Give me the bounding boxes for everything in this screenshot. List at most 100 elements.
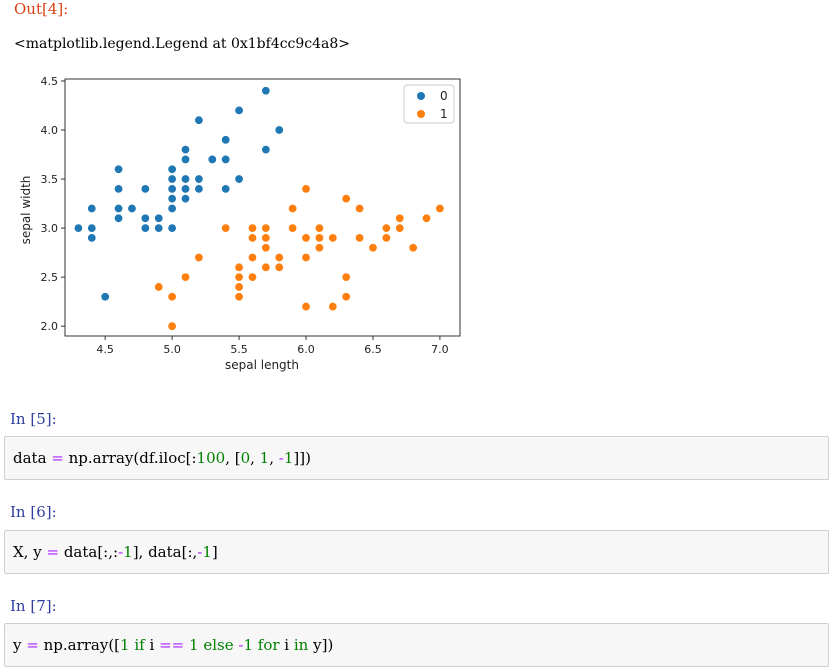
data-points (73, 86, 445, 331)
data-point-class-0 (167, 184, 177, 194)
code-cell-7[interactable]: y = np.array([1 if i == 1 else -1 for i … (4, 623, 829, 667)
code-cell-6[interactable]: X, y = data[:,:-1], data[:,-1] (4, 530, 829, 574)
data-point-class-1 (234, 282, 244, 292)
data-point-class-1 (314, 223, 324, 233)
y-tick-label: 4.0 (41, 124, 59, 137)
data-point-class-0 (114, 164, 124, 174)
data-point-class-0 (221, 184, 231, 194)
legend: 0 1 (403, 84, 455, 124)
data-point-class-0 (114, 203, 124, 213)
x-tick-label: 7.0 (431, 343, 449, 356)
data-point-class-1 (381, 223, 391, 233)
data-point-class-0 (87, 223, 97, 233)
data-point-class-1 (181, 272, 191, 282)
data-point-class-1 (341, 194, 351, 204)
data-point-class-0 (234, 174, 244, 184)
data-point-class-1 (314, 243, 324, 253)
legend-marker-1 (417, 110, 425, 118)
data-point-class-0 (194, 184, 204, 194)
data-point-class-1 (194, 253, 204, 263)
x-tick-label: 4.5 (96, 343, 114, 356)
in5-prompt: In [5]: (10, 410, 57, 428)
data-point-class-0 (73, 223, 83, 233)
code-line-7[interactable]: y = np.array([1 if i == 1 else -1 for i … (13, 636, 334, 654)
data-point-class-0 (114, 213, 124, 223)
code-line-6[interactable]: X, y = data[:,:-1], data[:,-1] (13, 543, 218, 561)
data-point-class-0 (207, 154, 217, 164)
data-point-class-0 (181, 184, 191, 194)
data-point-class-0 (181, 145, 191, 155)
data-point-class-0 (274, 125, 284, 135)
data-point-class-0 (100, 292, 110, 302)
x-axis-label: sepal length (225, 358, 299, 372)
legend-marker-0 (417, 92, 425, 100)
data-point-class-0 (140, 223, 150, 233)
data-point-class-1 (395, 213, 405, 223)
x-tick-label: 5.0 (163, 343, 181, 356)
legend-label-1: 1 (440, 107, 448, 121)
in7-prompt: In [7]: (10, 597, 57, 615)
data-point-class-0 (181, 174, 191, 184)
plot-area (64, 78, 461, 337)
data-point-class-1 (234, 292, 244, 302)
data-point-class-1 (167, 292, 177, 302)
data-point-class-0 (221, 135, 231, 145)
code-cell-5[interactable]: data = np.array(df.iloc[:100, [0, 1, -1]… (4, 436, 829, 480)
data-point-class-1 (274, 262, 284, 272)
data-point-class-1 (422, 213, 432, 223)
data-point-class-1 (381, 233, 391, 243)
data-point-class-0 (194, 115, 204, 125)
data-point-class-0 (234, 105, 244, 115)
data-point-class-0 (181, 154, 191, 164)
data-point-class-1 (274, 253, 284, 263)
y-tick-label: 3.5 (41, 173, 59, 186)
data-point-class-1 (301, 302, 311, 312)
y-axis-label: sepal width (19, 176, 33, 245)
data-point-class-0 (261, 86, 271, 96)
data-point-class-0 (261, 145, 271, 155)
data-point-class-1 (234, 272, 244, 282)
data-point-class-0 (167, 223, 177, 233)
data-point-class-0 (167, 194, 177, 204)
x-tick-label: 5.5 (230, 343, 248, 356)
data-point-class-1 (355, 203, 365, 213)
data-point-class-1 (341, 272, 351, 282)
in6-prompt: In [6]: (10, 503, 57, 521)
data-point-class-1 (328, 302, 338, 312)
data-point-class-0 (167, 164, 177, 174)
data-point-class-0 (140, 184, 150, 194)
data-point-class-1 (261, 262, 271, 272)
data-point-class-1 (261, 223, 271, 233)
data-point-class-0 (114, 184, 124, 194)
data-point-class-0 (154, 213, 164, 223)
data-point-class-0 (167, 174, 177, 184)
y-ticks: 2.0 2.5 3.0 3.5 4.0 4.5 (41, 75, 65, 333)
data-point-class-1 (167, 321, 177, 331)
data-point-class-1 (408, 243, 418, 253)
data-point-class-1 (288, 203, 298, 213)
data-point-class-1 (247, 253, 257, 263)
data-point-class-1 (221, 223, 231, 233)
data-point-class-0 (181, 194, 191, 204)
data-point-class-1 (261, 243, 271, 253)
code-line-5[interactable]: data = np.array(df.iloc[:100, [0, 1, -1]… (13, 449, 311, 467)
data-point-class-1 (301, 233, 311, 243)
data-point-class-1 (154, 282, 164, 292)
x-tick-label: 6.0 (297, 343, 315, 356)
data-point-class-1 (234, 262, 244, 272)
data-point-class-0 (154, 223, 164, 233)
y-tick-label: 3.0 (41, 222, 59, 235)
data-point-class-1 (328, 233, 338, 243)
x-ticks: 4.5 5.0 5.5 6.0 6.5 7.0 (96, 336, 449, 356)
data-point-class-0 (87, 203, 97, 213)
data-point-class-0 (127, 203, 137, 213)
data-point-class-1 (247, 223, 257, 233)
data-point-class-0 (194, 174, 204, 184)
x-tick-label: 6.5 (364, 343, 382, 356)
y-tick-label: 2.0 (41, 320, 59, 333)
data-point-class-0 (167, 203, 177, 213)
data-point-class-0 (140, 213, 150, 223)
data-point-class-1 (247, 272, 257, 282)
data-point-class-1 (368, 243, 378, 253)
out4-prompt: Out[4]: (14, 0, 69, 18)
